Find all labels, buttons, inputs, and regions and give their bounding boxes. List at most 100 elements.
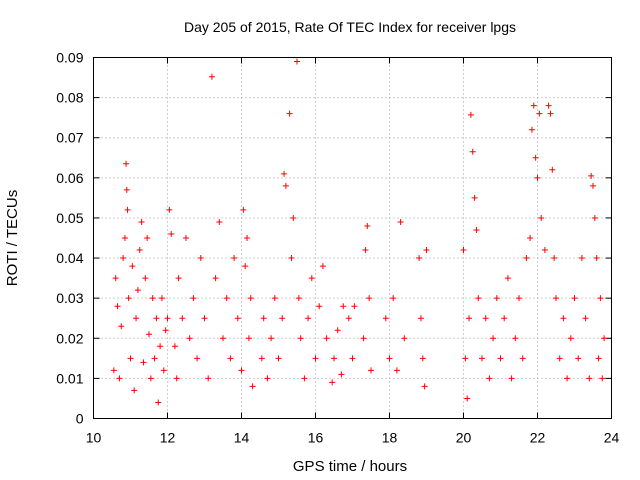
x-tick-label: 12 [160, 430, 176, 446]
data-point [541, 247, 548, 254]
data-point [240, 206, 247, 213]
data-point [301, 375, 308, 382]
y-tick-label: 0.09 [56, 50, 83, 66]
data-point [497, 355, 504, 362]
data-point [421, 383, 428, 390]
x-tick-label: 20 [456, 430, 472, 446]
data-point [329, 379, 336, 386]
data-point [349, 355, 356, 362]
data-point [595, 355, 602, 362]
data-point [133, 315, 140, 322]
data-point [281, 170, 288, 177]
data-point [601, 335, 608, 342]
data-point [462, 355, 469, 362]
data-point [144, 235, 151, 241]
data-point [194, 355, 201, 362]
data-point [588, 172, 595, 179]
data-point [390, 295, 397, 302]
data-point [147, 375, 154, 382]
data-point [549, 166, 556, 173]
data-point [123, 186, 130, 193]
grid-layer [93, 57, 612, 419]
data-point [290, 214, 297, 221]
y-tick-label: 0.05 [56, 210, 83, 226]
data-point [231, 255, 238, 262]
x-tick-label: 22 [530, 430, 546, 446]
plot-frame [93, 57, 612, 419]
data-point [153, 315, 160, 322]
data-point [334, 327, 341, 334]
data-point [308, 275, 315, 282]
data-point [423, 247, 430, 254]
data-point [351, 303, 358, 310]
data-point [586, 375, 593, 382]
data-point [260, 315, 267, 322]
data-point [223, 295, 230, 302]
data-point [471, 194, 478, 201]
data-point [486, 375, 493, 382]
data-point [460, 247, 467, 254]
data-point [125, 295, 132, 302]
data-point [157, 343, 164, 350]
data-point [416, 255, 423, 262]
data-point [551, 255, 558, 262]
data-point [508, 375, 515, 382]
data-point [593, 255, 600, 262]
data-point [149, 295, 156, 302]
data-point [171, 343, 178, 350]
data-point [530, 102, 537, 109]
ticks-layer: 10 12 14 16 18 20 22 24 0 0.01 0.02 0.03 0.04 0.05 0.0… [56, 50, 619, 446]
data-point [556, 355, 563, 362]
y-tick-label: 0.01 [56, 370, 83, 386]
data-point [151, 355, 158, 362]
data-point [466, 315, 473, 322]
data-point [268, 335, 275, 342]
data-point [286, 110, 293, 117]
points-layer [110, 58, 608, 406]
data-point [419, 355, 426, 362]
data-point [124, 206, 131, 213]
data-point [340, 303, 347, 310]
data-point [345, 315, 352, 322]
data-point [316, 303, 323, 310]
data-point [575, 355, 582, 362]
data-point [136, 247, 143, 254]
data-point [264, 375, 271, 382]
data-point [319, 263, 326, 270]
y-tick-label: 0.04 [56, 250, 83, 266]
data-point [417, 315, 424, 322]
y-tick-label: 0.03 [56, 290, 83, 306]
data-point [393, 367, 400, 374]
data-point [216, 218, 223, 225]
data-point [295, 295, 302, 302]
data-point [571, 295, 578, 302]
data-point [138, 218, 145, 225]
data-point [464, 395, 471, 402]
data-point [175, 275, 182, 282]
data-point [110, 367, 117, 374]
data-point [553, 295, 559, 302]
data-point [534, 174, 541, 181]
data-point [362, 247, 369, 254]
data-point [186, 335, 193, 342]
data-point [114, 303, 121, 310]
data-point [312, 355, 319, 362]
data-point [112, 275, 119, 282]
data-point [244, 235, 251, 241]
data-point [590, 182, 596, 189]
data-point [501, 315, 508, 322]
data-point [131, 387, 138, 394]
data-point [475, 295, 482, 302]
data-point [234, 315, 241, 322]
data-point [397, 218, 404, 225]
data-point [190, 295, 197, 302]
data-point [545, 102, 552, 109]
data-point [197, 255, 204, 262]
data-point [205, 375, 212, 382]
data-point [331, 355, 337, 362]
data-point [116, 375, 123, 382]
data-point [360, 335, 367, 342]
x-tick-label: 10 [86, 430, 102, 446]
data-point [597, 295, 604, 302]
data-point [578, 255, 585, 262]
